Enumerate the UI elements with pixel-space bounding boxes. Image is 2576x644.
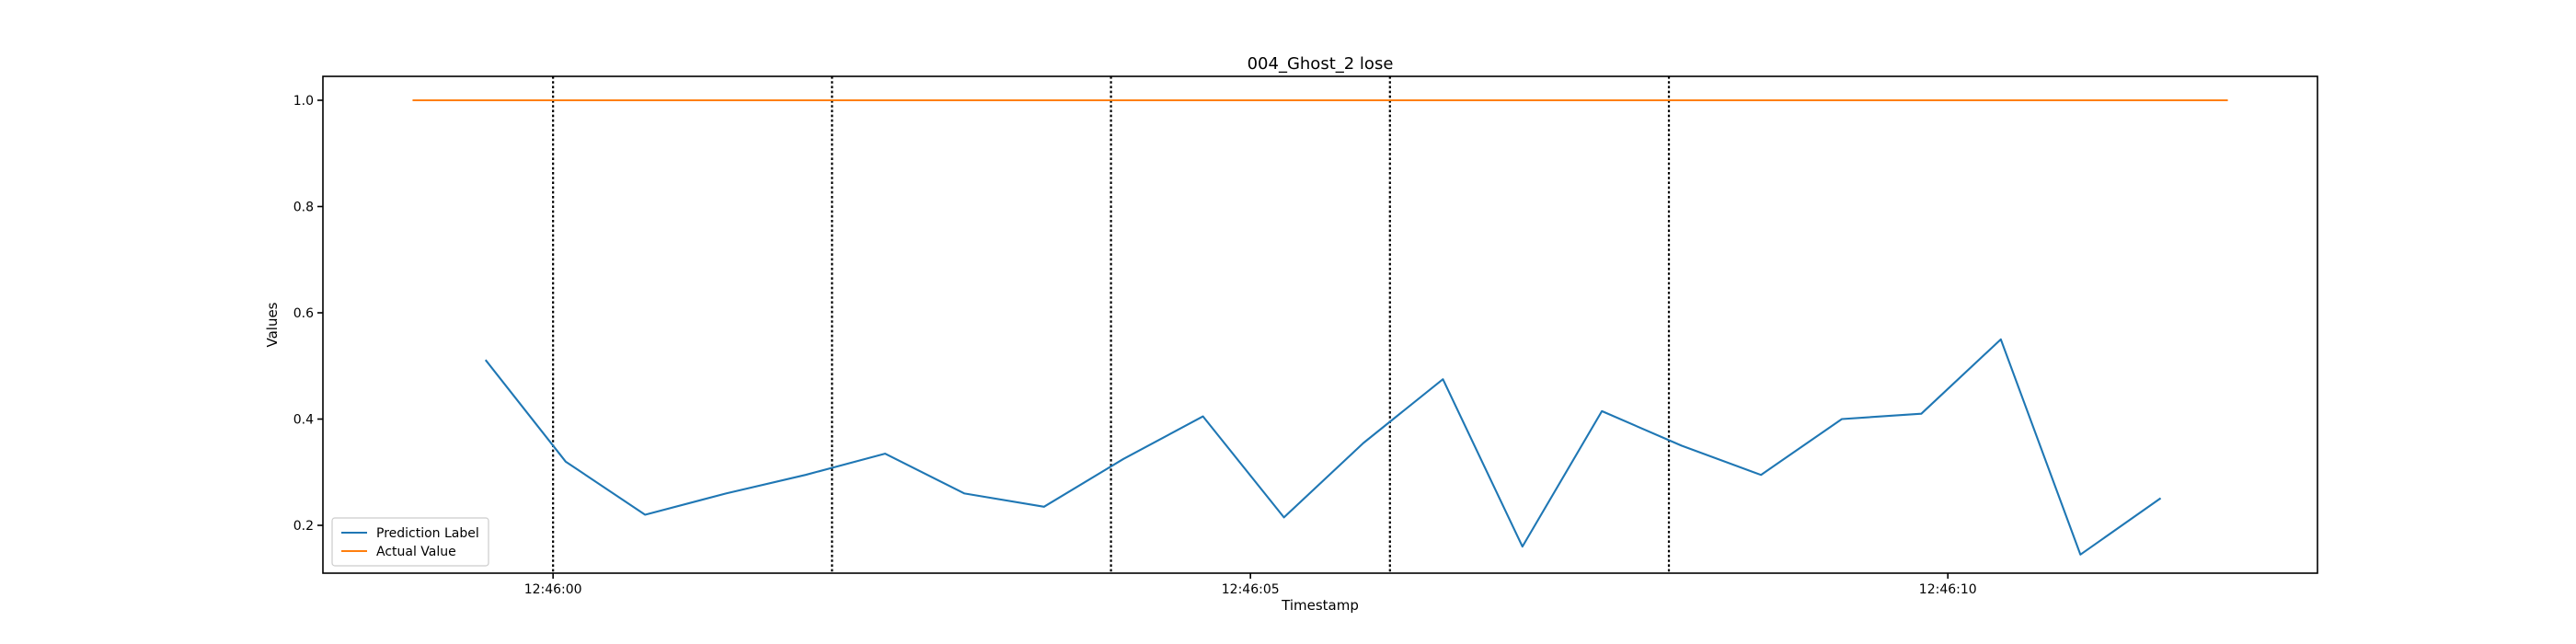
plot-frame [322,75,2318,574]
y-tick-label: 0.4 [293,413,314,428]
legend-box [331,517,489,567]
x-tick-label: 12:46:05 [1222,582,1280,597]
x-axis-label: Timestamp [1281,597,1359,614]
x-axis-ticks: 12:46:00 12:46:05 12:46:10 [524,573,1977,597]
series-layer [412,98,2228,556]
y-tick-label: 0.6 [293,306,314,321]
legend-entry-label: Prediction Label [376,526,479,541]
series-line-prediction-label [484,338,2162,556]
vertical-lines [552,76,1671,573]
y-tick-label: 0.8 [293,200,314,214]
legend-entry-label: Actual Value [376,545,456,559]
x-tick-label: 12:46:10 [1919,582,1977,597]
y-axis-ticks: 0.2 0.4 0.6 0.8 1.0 [293,94,323,534]
chart-title: 004_Ghost_2 lose [1248,54,1394,74]
y-axis-label: Values [264,302,281,347]
y-tick-label: 0.2 [293,519,314,534]
legend: Prediction Label Actual Value [331,517,489,567]
x-tick-label: 12:46:00 [524,582,582,597]
y-tick-label: 1.0 [293,94,314,109]
